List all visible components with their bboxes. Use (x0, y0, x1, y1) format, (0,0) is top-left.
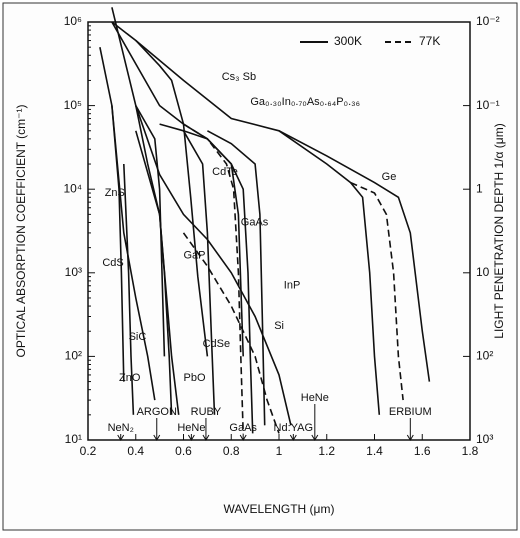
y2-tick-label: 10⁻² (476, 14, 500, 28)
curve-label: CdSe (203, 338, 231, 350)
series-line (350, 181, 404, 401)
curve-label: GaAs (241, 216, 269, 228)
series-line (135, 105, 166, 357)
laser-label: HeNe (177, 422, 205, 434)
laser-label: RUBY (191, 406, 222, 418)
laser-arrowhead (202, 434, 210, 441)
x-tick-label: 1 (276, 444, 283, 458)
legend-label: 77K (419, 34, 440, 48)
curve-label: GaP (184, 250, 206, 262)
series-line (159, 123, 244, 357)
laser-arrowhead (406, 434, 414, 441)
curve-label: ZnS (105, 187, 125, 199)
laser-arrowhead (311, 434, 319, 441)
x-tick-label: 1.2 (318, 444, 335, 458)
laser-label: GaAs (229, 422, 257, 434)
series-line (123, 163, 135, 415)
y-tick-label: 10⁶ (64, 14, 82, 28)
laser-label: ARGON (137, 406, 177, 418)
laser-label: ERBIUM (389, 406, 432, 418)
curve-label: CdTe (212, 166, 238, 178)
laser-arrowhead (187, 434, 195, 441)
y-tick-label: 10¹ (65, 432, 82, 446)
curve-label: SiC (129, 331, 147, 343)
series-line (182, 232, 280, 434)
y2-axis-label: LIGHT PENETRATION DEPTH 1/α (μm) (492, 123, 506, 338)
series-line (207, 130, 266, 426)
laser-arrowhead (117, 434, 125, 441)
x-tick-label: 0.2 (80, 444, 97, 458)
laser-arrowhead (153, 434, 161, 441)
x-tick-label: 0.8 (223, 444, 240, 458)
laser-arrowhead (289, 434, 297, 441)
y2-tick-label: 10² (476, 349, 493, 363)
y-axis-label: OPTICAL ABSORPTION COEFFICIENT (cm⁻¹) (14, 104, 28, 357)
series-line (182, 130, 216, 415)
y2-tick-label: 10 (476, 265, 490, 279)
laser-arrowhead (239, 434, 247, 441)
laser-label: Nd:YAG (274, 422, 314, 434)
x-axis-label: WAVELENGTH (μm) (224, 502, 335, 516)
laser-label: NeN₂ (108, 422, 134, 434)
x-tick-label: 0.6 (175, 444, 192, 458)
curve-label: Ga₀.₃₀In₀.₇₀As₀.₆₄P₀.₃₆ (250, 96, 360, 108)
x-tick-label: 1.6 (414, 444, 431, 458)
y-tick-label: 10⁵ (64, 98, 82, 112)
curve-label: ZnO (119, 372, 141, 384)
y2-tick-label: 10³ (476, 432, 493, 446)
curve-label: Ge (382, 171, 397, 183)
series-line (135, 130, 180, 415)
series-line (278, 130, 381, 415)
series-line (111, 105, 156, 401)
y2-tick-label: 10⁻¹ (476, 98, 500, 112)
x-tick-label: 1.4 (366, 444, 383, 458)
laser-label: HeNe (301, 392, 329, 404)
curve-label: CdS (102, 257, 123, 269)
curve-label: Cs₃ Sb (222, 71, 256, 83)
y-tick-label: 10² (65, 349, 82, 363)
x-tick-label: 0.4 (127, 444, 144, 458)
y-tick-label: 10⁴ (63, 181, 82, 195)
series-line (135, 39, 431, 382)
x-tick-label: 1.8 (462, 444, 479, 458)
y-tick-label: 10³ (65, 265, 82, 279)
curve-label: Si (274, 320, 284, 332)
curve-label: PbO (184, 372, 206, 384)
legend-label: 300K (334, 34, 362, 48)
curve-label: InP (284, 280, 301, 292)
y2-tick-label: 1 (476, 181, 483, 195)
